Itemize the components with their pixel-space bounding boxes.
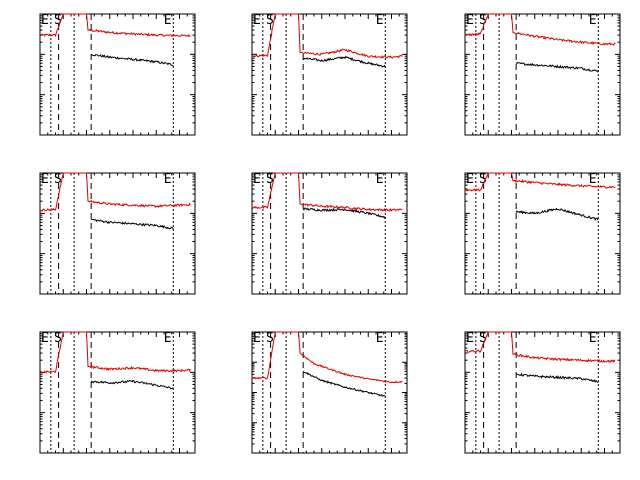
marker-e-right: E (164, 331, 172, 346)
events-series-line (515, 372, 599, 384)
events-series-line (515, 207, 599, 221)
events-series-line (515, 62, 599, 73)
lld-series-line (251, 172, 403, 213)
marker-e-right: E (376, 331, 384, 346)
lld-series-line (464, 13, 616, 46)
lld-series-line (39, 331, 191, 374)
marker-e-right: E (376, 172, 384, 187)
lld-series-line (251, 331, 403, 384)
marker-e-left: E (253, 13, 261, 28)
marker-e-right: E (589, 172, 597, 187)
events-series-line (90, 53, 174, 67)
lld-series-line (464, 331, 616, 364)
marker-e-left: E (466, 331, 474, 346)
events-series-line (302, 55, 386, 68)
plot-frame (251, 331, 408, 454)
plot-frame (251, 13, 408, 136)
marker-e-right: E (164, 13, 172, 28)
events-series-line (91, 218, 174, 230)
marker-e-left: E (466, 13, 474, 28)
plot-frame (464, 172, 621, 295)
marker-s: S (266, 331, 274, 346)
events-series-line (302, 207, 386, 219)
marker-e-left: E (41, 13, 49, 28)
marker-e-left: E (466, 172, 474, 187)
marker-s: S (54, 172, 62, 187)
lld-series-line (39, 13, 191, 38)
marker-s: S (266, 172, 274, 187)
lld-series-line (251, 13, 403, 59)
plot-frame (39, 172, 196, 295)
plot-frame (39, 13, 196, 136)
marker-e-right: E (376, 13, 384, 28)
lld-series-line (464, 172, 616, 192)
marker-e-left: E (41, 172, 49, 187)
marker-e-left: E (253, 172, 261, 187)
events-series-line (90, 379, 174, 390)
marker-s: S (479, 172, 487, 187)
lld-series-line (39, 172, 191, 212)
plot-frame (39, 331, 196, 454)
events-series-line (302, 371, 386, 397)
plot-frame (464, 13, 621, 136)
plot-frame (251, 172, 408, 295)
marker-s: S (54, 331, 62, 346)
marker-e-right: E (589, 13, 597, 28)
plot-frame (464, 331, 621, 454)
marker-e-left: E (41, 331, 49, 346)
marker-e-left: E (253, 331, 261, 346)
marker-s: S (54, 13, 62, 28)
marker-s: S (479, 331, 487, 346)
marker-e-right: E (164, 172, 172, 187)
marker-s: S (266, 13, 274, 28)
marker-e-right: E (589, 331, 597, 346)
marker-s: S (479, 13, 487, 28)
